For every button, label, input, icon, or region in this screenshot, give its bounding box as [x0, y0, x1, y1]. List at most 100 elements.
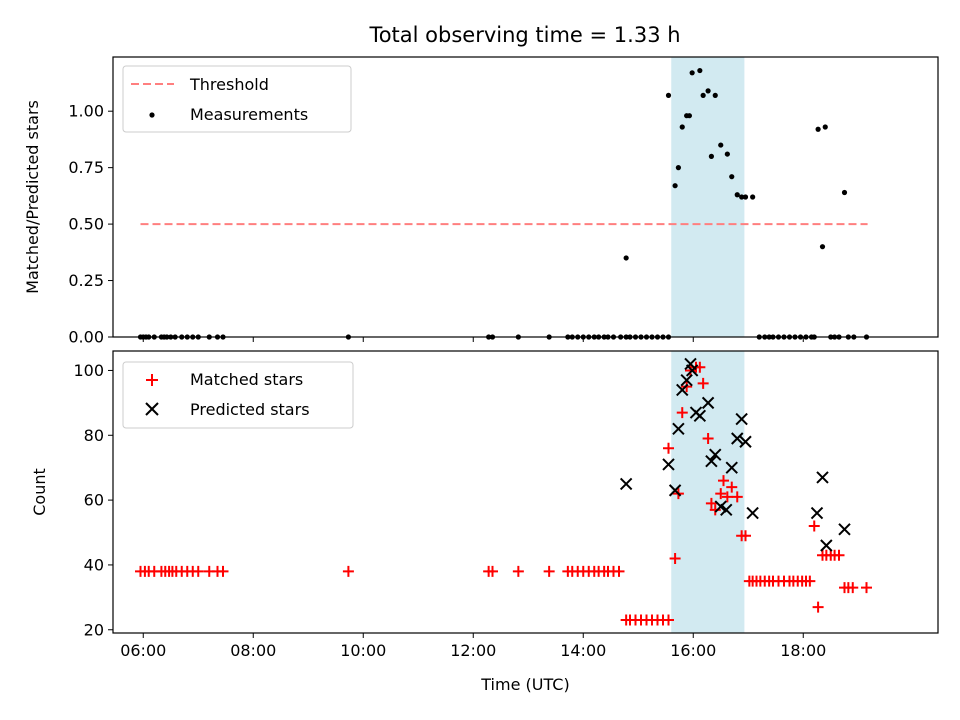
- measurement-point: [739, 194, 745, 200]
- matched-star-point: [543, 565, 555, 577]
- top-y-axis: 0.00 0.25 0.50 0.75 1.00: [68, 102, 113, 347]
- bottom-y-axis: 20 40 60 80 100: [73, 361, 113, 639]
- bottom-x-axis: 06:00 08:00 10:00 12:00 14:00 16:00 18:00: [120, 633, 826, 660]
- measurement-point: [729, 174, 735, 180]
- top-x-axis: [142, 337, 804, 342]
- predicted-star-point: [672, 422, 685, 436]
- matched-star-point: [740, 530, 751, 542]
- measurement-point: [819, 244, 826, 250]
- matched-star-point: [663, 614, 674, 626]
- measurement-point: [672, 183, 678, 189]
- top-y-tick-label: 0.25: [68, 271, 104, 290]
- predicted-star-point: [820, 539, 833, 552]
- top-shade-rect: [671, 57, 745, 337]
- predicted-star-point: [731, 432, 744, 445]
- bot-x-tick-label: 08:00: [230, 641, 276, 660]
- legend-measurements-swatch: [149, 112, 155, 118]
- measurement-point: [734, 192, 740, 198]
- top-y-tick-label: 0.50: [68, 215, 104, 234]
- matched-star-point: [847, 582, 859, 594]
- matched-star-point: [812, 601, 824, 613]
- bot-y-tick-label: 40: [84, 555, 104, 574]
- bottom-panel: 20 40 60 80 100 06:00 08:00 10:00 12:00 14:00 16:…: [30, 350, 939, 694]
- measurement-point: [700, 92, 706, 98]
- bottom-shaded-region: [671, 351, 745, 633]
- measurement-point: [750, 194, 756, 200]
- top-y-tick-label: 0.00: [68, 328, 104, 347]
- predicted-star-point: [725, 461, 738, 474]
- matched-star-point: [697, 377, 709, 389]
- matched-star-point: [669, 552, 681, 564]
- measurement-point: [679, 124, 685, 130]
- bottom-x-axis-label: Time (UTC): [480, 675, 569, 694]
- legend-threshold-label: Threshold: [189, 75, 269, 94]
- matched-star-point: [715, 488, 727, 500]
- measurement-point: [841, 189, 848, 196]
- predicted-star-point: [838, 523, 851, 536]
- bot-x-tick-label: 14:00: [560, 641, 606, 660]
- matched-star-point: [217, 565, 229, 577]
- bottom-y-axis-label: Count: [30, 468, 49, 516]
- measurement-point: [689, 70, 695, 76]
- matched-star-point: [705, 497, 717, 509]
- matched-star-point: [512, 565, 524, 577]
- predicted-star-point: [676, 383, 689, 397]
- legend-predicted-swatch: [145, 402, 159, 416]
- bottom-legend-box: [122, 361, 354, 429]
- measurement-point: [815, 126, 821, 132]
- top-legend-box: [122, 65, 352, 133]
- measurement-point: [712, 92, 718, 98]
- top-panel: 0.00 0.25 0.50 0.75 1.00 Matched/Predicted s…: [23, 56, 939, 347]
- bot-x-tick-label: 16:00: [670, 641, 716, 660]
- measurement-point: [705, 88, 711, 94]
- top-y-axis-label: Matched/Predicted stars: [23, 100, 42, 294]
- measurement-point: [718, 142, 724, 148]
- predicted-star-point: [735, 412, 748, 426]
- predicted-star-point: [693, 409, 707, 423]
- predicted-star-point: [720, 503, 733, 517]
- top-axes-frame: [112, 56, 939, 338]
- matched-star-point: [487, 565, 498, 577]
- predicted-star-point: [810, 506, 824, 520]
- matched-star-point: [676, 407, 688, 419]
- matched-star-point: [861, 582, 872, 594]
- top-y-tick-label: 1.00: [68, 102, 104, 121]
- predicted-star-point: [709, 448, 722, 461]
- matched-star-point: [726, 481, 738, 493]
- predicted-star-point: [816, 471, 829, 484]
- predicted-star-point: [705, 454, 718, 468]
- bot-y-tick-label: 80: [84, 426, 104, 445]
- predicted-star-point: [619, 477, 633, 491]
- matched-star-point: [718, 475, 729, 487]
- bot-x-tick-label: 18:00: [780, 641, 826, 660]
- legend-measurements-label: Measurements: [190, 105, 308, 124]
- top-legend: Threshold Measurements: [122, 65, 352, 133]
- matched-star-point: [721, 491, 733, 503]
- measurement-point: [724, 151, 730, 157]
- predicted-star-point: [680, 373, 693, 387]
- bot-shade-rect: [671, 351, 745, 633]
- bot-y-tick-label: 20: [84, 620, 104, 639]
- measurement-point: [822, 124, 828, 130]
- matched-star-point: [613, 565, 625, 577]
- measurement-point: [665, 92, 672, 98]
- bot-y-tick-label: 60: [84, 491, 104, 510]
- bot-y-tick-label: 100: [73, 361, 104, 380]
- bot-x-tick-label: 06:00: [120, 641, 166, 660]
- matched-star-point: [663, 442, 674, 454]
- matched-star-point: [808, 520, 820, 532]
- bot-x-tick-label: 12:00: [450, 641, 496, 660]
- predicted-star-point: [662, 458, 675, 471]
- predicted-star-point: [701, 396, 715, 410]
- matched-star-point: [192, 565, 204, 577]
- matched-star-point: [833, 549, 845, 561]
- measurement-point: [623, 255, 629, 261]
- measurement-point: [697, 67, 703, 74]
- bot-x-tick-label: 10:00: [340, 641, 386, 660]
- matched-star-point: [702, 433, 714, 445]
- predicted-star-point: [746, 506, 759, 520]
- top-shaded-region: [671, 57, 745, 337]
- predicted-star-point: [739, 435, 752, 448]
- measurement-point: [675, 165, 682, 171]
